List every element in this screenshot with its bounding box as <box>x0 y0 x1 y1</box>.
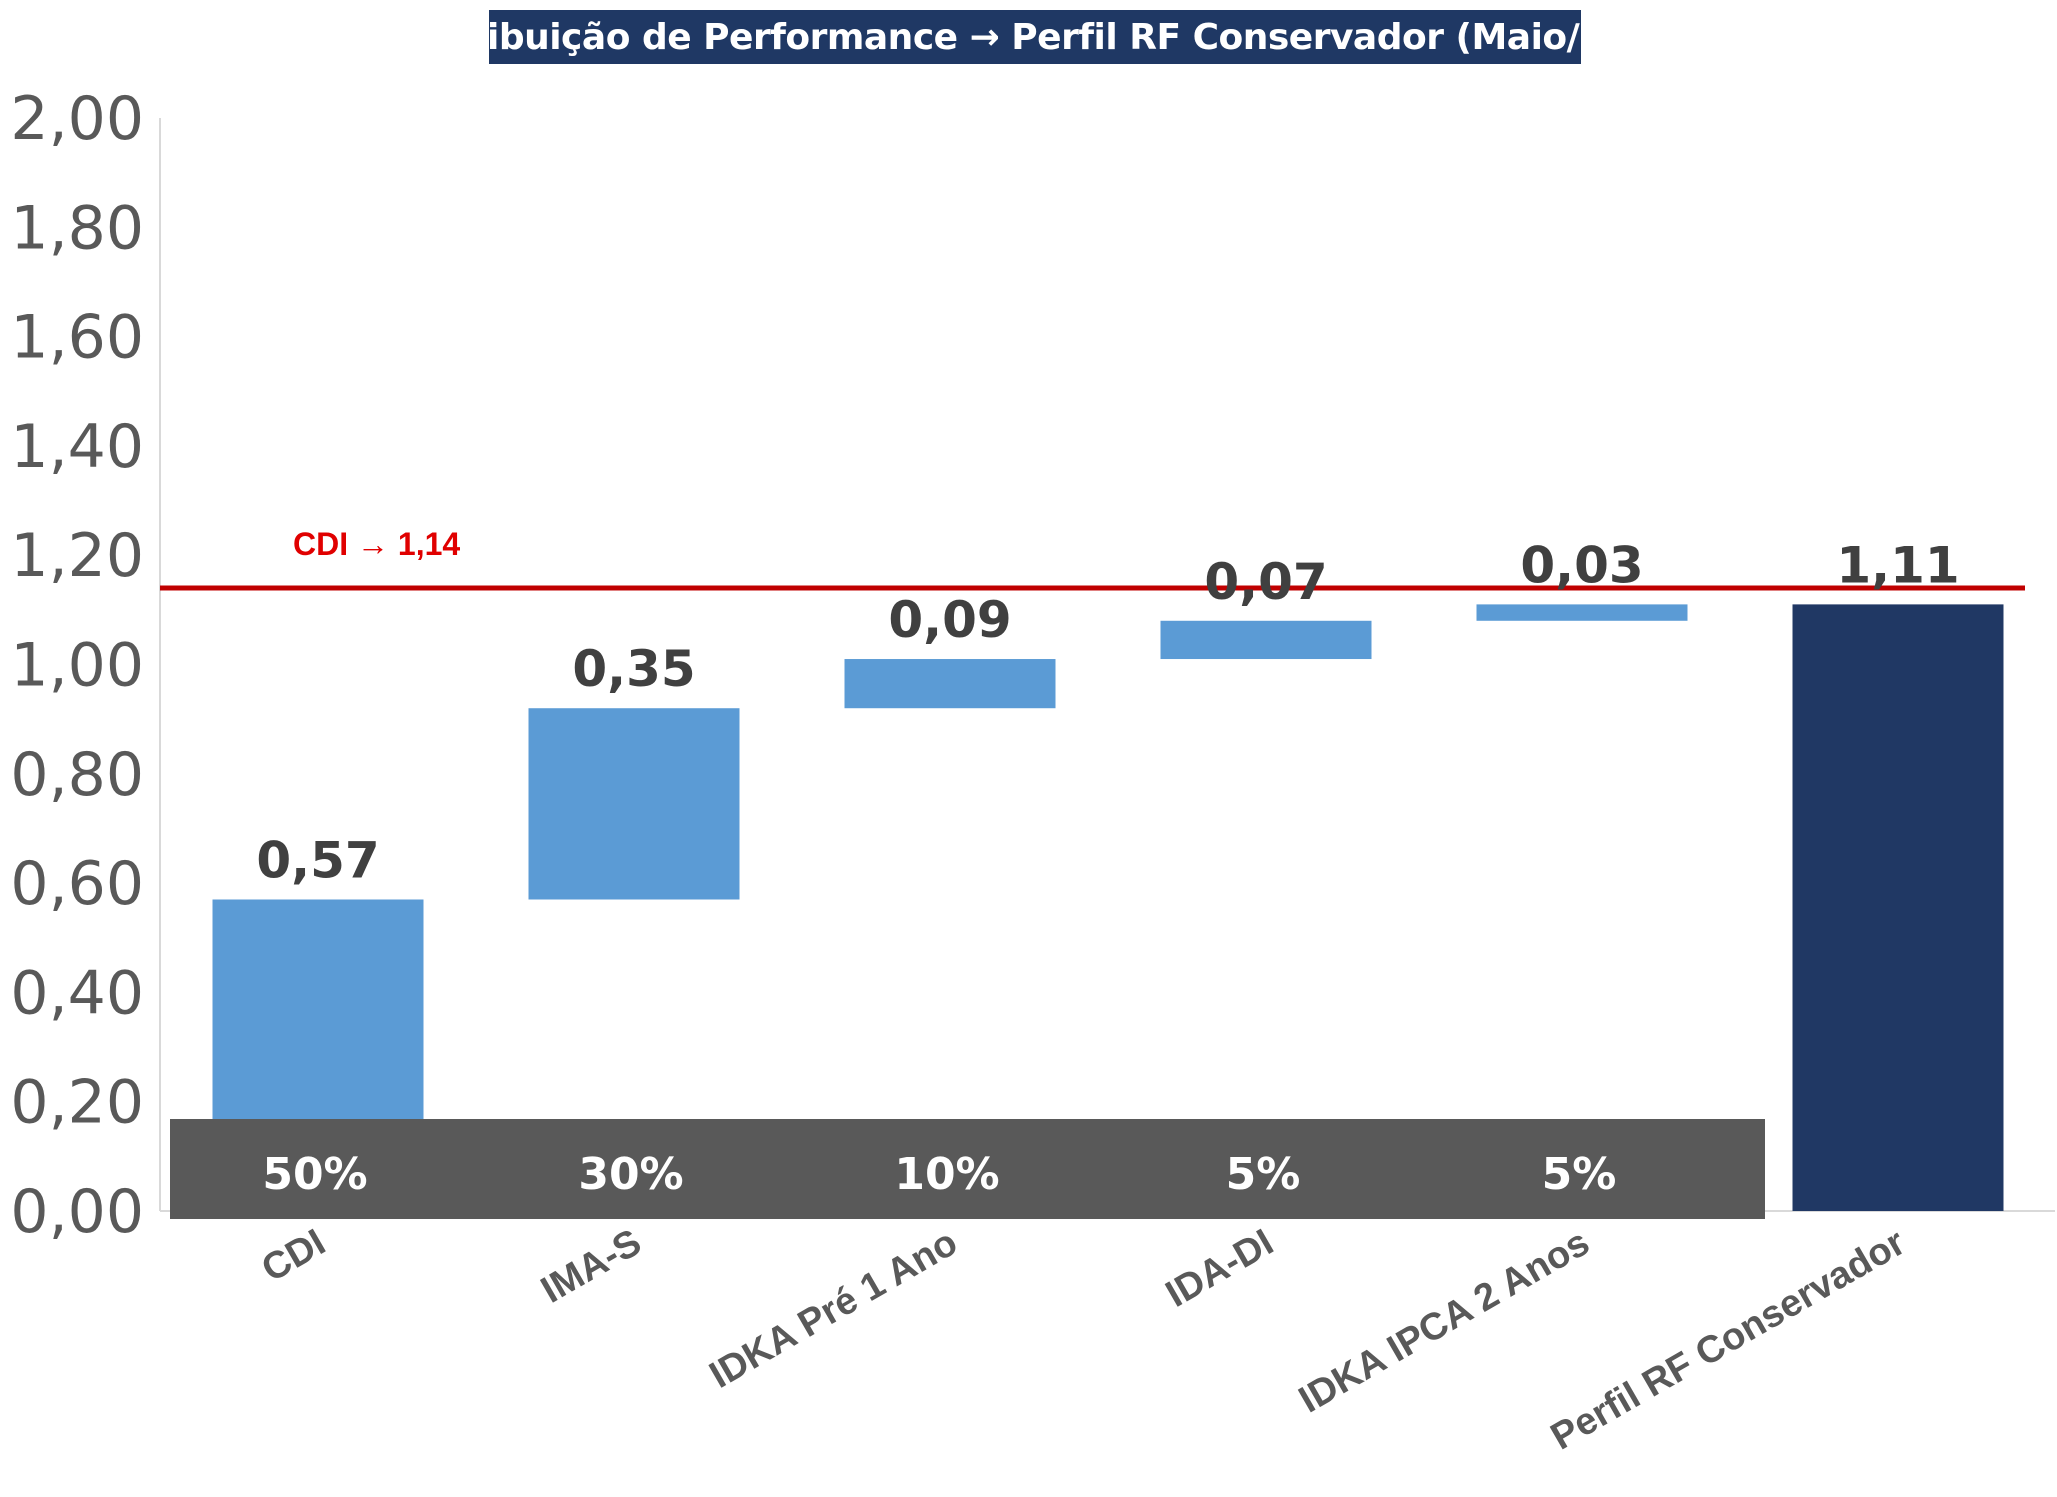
y-tick-label: 0,20 <box>10 1068 144 1138</box>
weights-band <box>170 1119 1765 1219</box>
x-category-label: IMA-S <box>534 1221 648 1311</box>
value-label: 0,03 <box>1520 536 1643 594</box>
y-tick-label: 2,00 <box>10 84 144 154</box>
weight-label: 5% <box>1542 1149 1617 1200</box>
y-tick-label: 1,40 <box>10 412 144 482</box>
weight-label: 5% <box>1226 1149 1301 1200</box>
y-tick-label: 0,60 <box>10 849 144 919</box>
waterfall-bar <box>1476 604 1688 621</box>
y-tick-label: 1,20 <box>10 521 144 591</box>
total-bar <box>1792 604 2004 1211</box>
value-label: 0,07 <box>1204 553 1327 611</box>
cdi-reference-label: CDI → 1,14 <box>293 526 460 562</box>
x-category-label: IDA-DI <box>1159 1221 1281 1315</box>
value-label: 0,35 <box>572 640 695 698</box>
y-tick-label: 0,80 <box>10 740 144 810</box>
y-tick-label: 1,00 <box>10 631 144 701</box>
y-tick-label: 0,00 <box>10 1177 144 1247</box>
value-label: 1,11 <box>1836 536 1959 594</box>
y-tick-label: 1,80 <box>10 193 144 263</box>
y-tick-label: 0,40 <box>10 958 144 1028</box>
weight-label: 50% <box>262 1149 367 1200</box>
waterfall-bar <box>844 659 1056 709</box>
x-category-label: Perfil RF Conservador <box>1544 1221 1913 1458</box>
value-label: 0,57 <box>256 831 379 889</box>
waterfall-bar <box>528 708 740 900</box>
weight-label: 30% <box>578 1149 683 1200</box>
x-category-label: IDKA Pré 1 Ano <box>703 1221 965 1396</box>
value-label: 0,09 <box>888 591 1011 649</box>
y-tick-label: 1,60 <box>10 303 144 373</box>
waterfall-bar <box>1160 620 1372 660</box>
x-category-label: CDI <box>255 1221 333 1290</box>
chart-title: Atribuição de Performance → Perfil RF Co… <box>426 10 1645 64</box>
x-category-label: IDKA IPCA 2 Anos <box>1292 1221 1596 1421</box>
weight-label: 10% <box>894 1149 999 1200</box>
